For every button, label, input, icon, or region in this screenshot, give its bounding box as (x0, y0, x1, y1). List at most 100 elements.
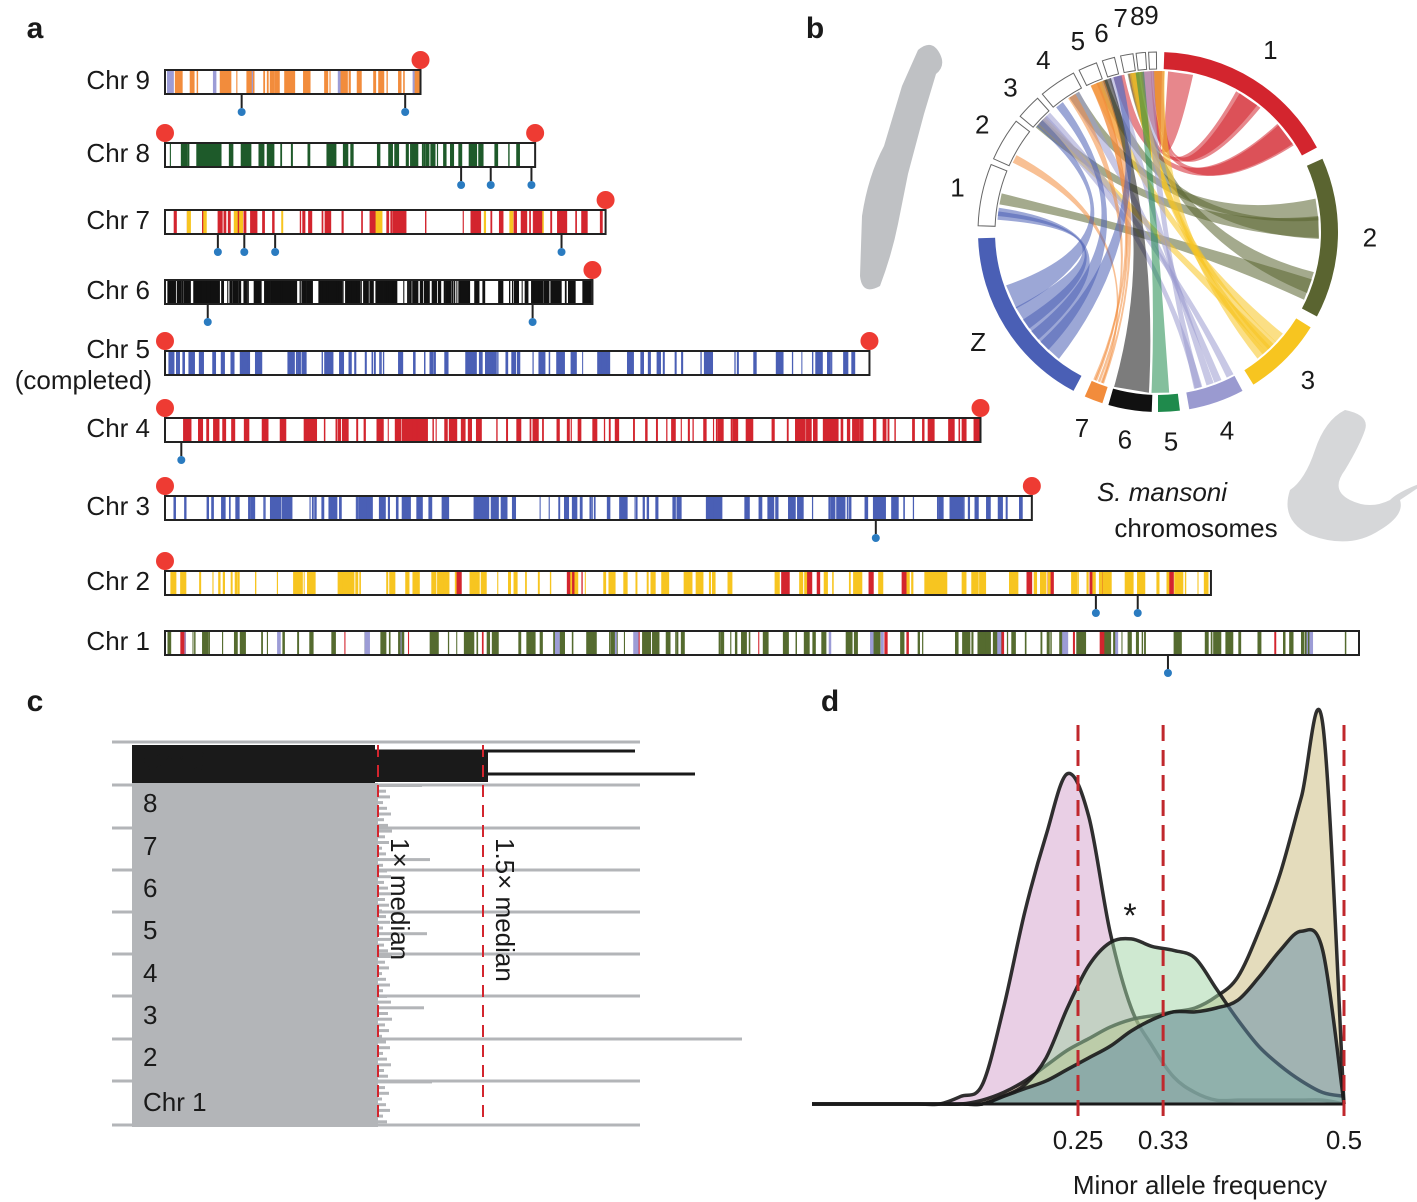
synteny-stripe (167, 71, 174, 93)
row-label: 5 (143, 915, 157, 945)
synteny-stripe (563, 497, 570, 519)
telomere-dot (156, 124, 174, 142)
synteny-stripe (712, 419, 715, 441)
chromosome-arc (1301, 158, 1338, 317)
synteny-stripe (270, 497, 282, 519)
synteny-stripe (463, 632, 475, 654)
synteny-stripe (538, 352, 546, 374)
synteny-stripe (853, 632, 858, 654)
synteny-stripe (184, 419, 192, 441)
synteny-stripe (436, 144, 439, 166)
synteny-stripe (341, 211, 344, 233)
synteny-stripe (730, 632, 732, 654)
synteny-stripe (173, 497, 176, 519)
synteny-stripe (221, 497, 226, 519)
synteny-stripe (356, 281, 361, 303)
synteny-stripe (891, 497, 897, 519)
synteny-stripe (821, 352, 823, 374)
synteny-stripe (355, 572, 359, 594)
synteny-stripe (1050, 632, 1052, 654)
synteny-stripe (671, 419, 676, 441)
synteny-stripe (745, 419, 754, 441)
synteny-stripe (823, 572, 828, 594)
synteny-stripe (852, 419, 860, 441)
synteny-stripe (665, 632, 669, 654)
synteny-stripe (1141, 572, 1146, 594)
synteny-stripe (319, 281, 324, 303)
synteny-stripe (173, 211, 177, 233)
synteny-stripe (612, 572, 615, 594)
synteny-stripe (386, 71, 388, 93)
synteny-stripe (263, 71, 266, 93)
synteny-stripe (493, 632, 499, 654)
synteny-stripe (829, 419, 839, 441)
synteny-stripe (414, 71, 419, 93)
synteny-stripe (1156, 572, 1160, 594)
synteny-stripe (508, 144, 510, 166)
synteny-stripe (635, 572, 638, 594)
coverage-bar (378, 858, 430, 862)
synteny-stripe (900, 632, 905, 654)
synteny-stripe (416, 497, 422, 519)
synteny-stripe (599, 211, 603, 233)
synteny-stripe (529, 211, 531, 233)
synteny-stripe (924, 572, 930, 594)
gap-dot (177, 456, 186, 464)
synteny-stripe (297, 632, 300, 654)
arc-label: 8 (1130, 1, 1144, 31)
synteny-stripe (876, 632, 881, 654)
panel-label: c (27, 685, 44, 718)
chromosome (164, 209, 607, 235)
chromosome-label: Chr 9 (86, 65, 150, 95)
chromosome-arc (1108, 388, 1153, 412)
synteny-stripe (356, 419, 359, 441)
synteny-stripe (1135, 632, 1139, 654)
synteny-stripe (345, 281, 349, 303)
synteny-stripe (285, 71, 296, 93)
synteny-stripe (524, 281, 526, 303)
synteny-stripe (927, 419, 935, 441)
chromosome-arc (978, 237, 1082, 391)
row-label: Chr 9 (143, 746, 207, 776)
coverage-bar (378, 955, 392, 958)
synteny-stripe (748, 497, 750, 519)
synteny-stripe (185, 144, 188, 166)
coverage-bar (378, 943, 384, 947)
synteny-stripe (258, 144, 265, 166)
synteny-stripe (170, 572, 176, 594)
synteny-stripe (662, 352, 665, 374)
synteny-stripe (1008, 572, 1019, 594)
synteny-stripe (777, 352, 782, 374)
synteny-stripe (282, 632, 285, 654)
synteny-stripe (1024, 632, 1027, 654)
synteny-stripe (1307, 632, 1310, 654)
synteny-stripe (1144, 632, 1146, 654)
coverage-bar (378, 841, 389, 844)
synteny-stripe (741, 632, 745, 654)
synteny-stripe (575, 497, 578, 519)
synteny-stripe (398, 71, 402, 93)
synteny-stripe (266, 144, 275, 166)
ribbons (997, 71, 1319, 393)
synteny-stripe (525, 572, 527, 594)
synteny-stripe (417, 419, 428, 441)
synteny-stripe (321, 497, 325, 519)
synteny-stripe (340, 71, 343, 93)
synteny-stripe (388, 211, 390, 233)
chromosome-label: Chr 1 (86, 626, 150, 656)
telomere-dot (411, 51, 430, 69)
synteny-stripe (356, 71, 362, 93)
synteny-stripe (184, 632, 186, 654)
synteny-stripe (667, 632, 671, 654)
synteny-stripe (1104, 632, 1112, 654)
synteny-stripe (666, 419, 668, 441)
synteny-stripe (703, 419, 707, 441)
synteny-stripe (553, 632, 560, 654)
coverage-bar (378, 801, 383, 805)
synteny-stripe (828, 632, 832, 654)
synteny-stripe (634, 497, 636, 519)
synteny-stripe (1257, 632, 1261, 654)
synteny-stripe (846, 419, 851, 441)
synteny-stripe (1039, 572, 1047, 594)
synteny-stripe (779, 352, 784, 374)
